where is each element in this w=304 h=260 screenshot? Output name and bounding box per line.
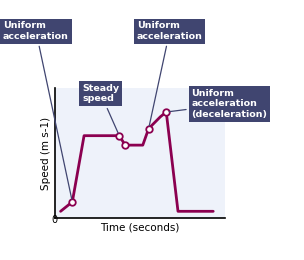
Text: 0: 0 <box>52 215 58 225</box>
Y-axis label: Speed (m s-1): Speed (m s-1) <box>40 117 50 190</box>
X-axis label: Time (seconds): Time (seconds) <box>100 223 180 232</box>
Text: Uniform
acceleration: Uniform acceleration <box>3 22 72 199</box>
Point <box>123 143 128 147</box>
Point <box>70 200 75 204</box>
Point <box>164 110 169 114</box>
Text: Uniform
acceleration
(deceleration): Uniform acceleration (deceleration) <box>169 89 268 119</box>
Text: Steady
speed: Steady speed <box>82 84 119 133</box>
Point <box>146 127 151 131</box>
Point <box>117 134 122 138</box>
Text: Uniform
acceleration: Uniform acceleration <box>137 22 203 126</box>
